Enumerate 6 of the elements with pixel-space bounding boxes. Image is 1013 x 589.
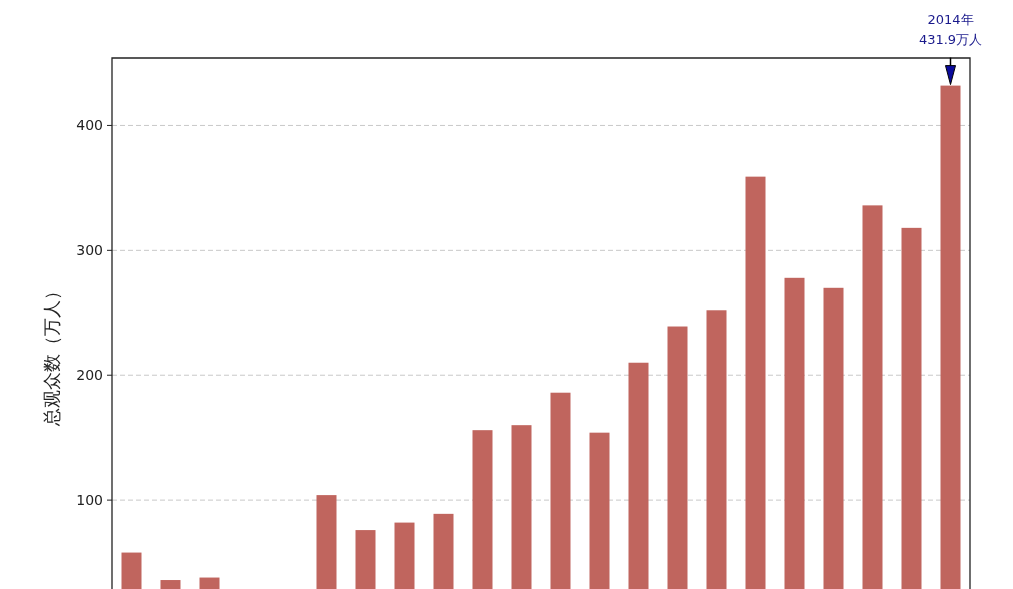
- y-tick-label: 300: [76, 242, 103, 259]
- y-tick-label: 400: [76, 117, 103, 134]
- text: 2014年 431.9万人: [918, 11, 983, 47]
- y-axis-title: 总观众数（万人）: [41, 281, 62, 427]
- y-tick-label: 100: [76, 492, 103, 509]
- y-tick-label: 200: [76, 367, 103, 384]
